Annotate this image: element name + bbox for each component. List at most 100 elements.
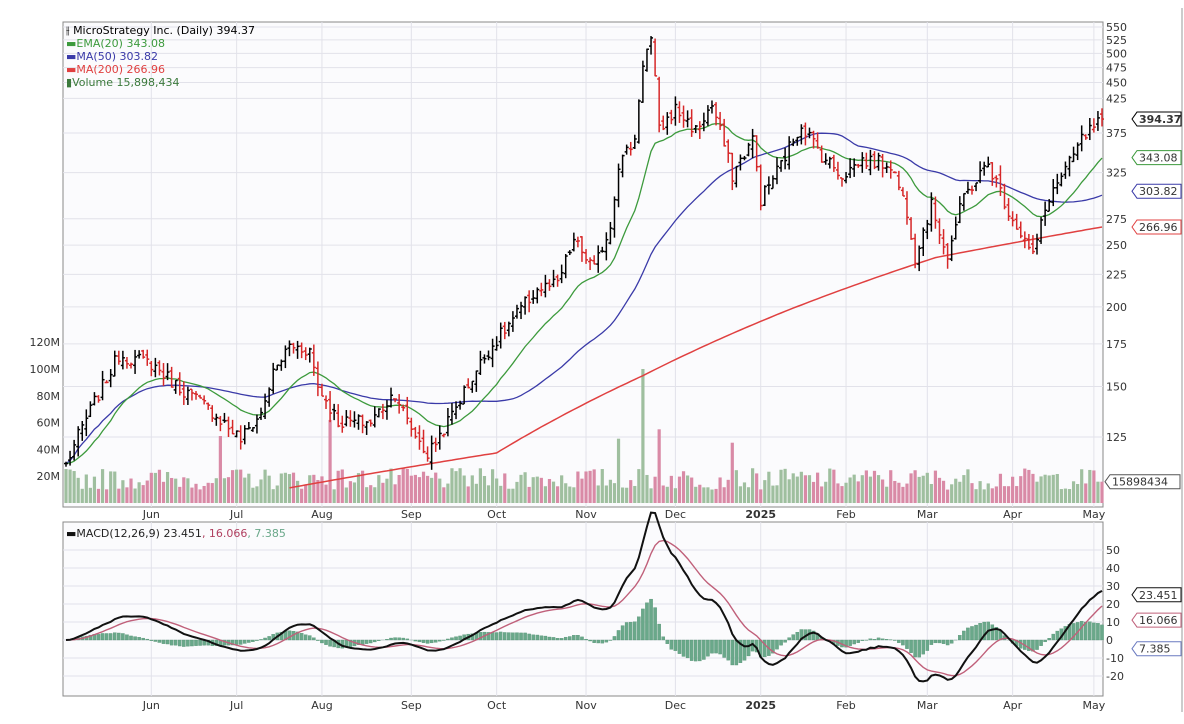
macd-hist-bar — [681, 639, 686, 657]
volume-bar — [966, 469, 970, 503]
macd-hist-bar — [137, 637, 141, 641]
volume-bar — [255, 486, 259, 503]
volume-bar — [287, 474, 292, 503]
macd-hist-bar — [726, 639, 730, 661]
month-label: Sep — [401, 508, 422, 521]
macd-hist-bar — [555, 637, 560, 641]
macd-hist-bar — [783, 639, 787, 643]
volume-bar — [259, 479, 263, 503]
volume-bar — [539, 477, 543, 503]
month-label: Oct — [487, 699, 507, 712]
month-label: Feb — [836, 508, 855, 521]
volume-bar — [365, 487, 369, 503]
volume-bar — [356, 473, 361, 503]
volume-tick-label: 40M — [37, 443, 61, 456]
ohlc-bar — [523, 296, 528, 315]
macd-hist-bar — [925, 639, 930, 651]
ohlc-bar — [949, 235, 954, 262]
volume-bar — [706, 487, 710, 503]
volume-bar — [616, 438, 621, 503]
ohlc-bar — [462, 385, 467, 405]
macd-hist-bar — [1051, 633, 1055, 641]
volume-bar — [661, 485, 665, 503]
ohlc-bar — [860, 152, 865, 173]
macd-hist-bar — [702, 639, 706, 660]
volume-bar — [145, 480, 149, 503]
ohlc-bar — [649, 36, 654, 55]
macd-hist-bar — [990, 624, 995, 641]
ohlc-bar — [433, 437, 438, 452]
ohlc-bar — [319, 383, 324, 397]
macd-hist-bar — [279, 631, 284, 641]
volume-bar — [222, 478, 227, 503]
macd-hist-bar — [173, 639, 178, 646]
macd-hist-bar — [511, 632, 515, 641]
macd-hist-bar — [844, 639, 848, 648]
ohlc-bar — [600, 246, 605, 253]
macd-hist-bar — [397, 637, 401, 641]
macd-hist-bar — [718, 639, 722, 655]
ohlc-bar — [1047, 199, 1052, 213]
ohlc-bar — [774, 157, 779, 185]
volume-bar — [816, 472, 820, 503]
macd-hist-bar — [401, 637, 405, 641]
ohlc-bar — [596, 245, 601, 273]
volume-bar — [1031, 473, 1035, 503]
macd-line — [65, 511, 1103, 683]
ohlc-bar — [368, 419, 373, 427]
macd-hist-bar — [503, 632, 507, 641]
macd-hist-bar — [535, 634, 540, 641]
volume-bar — [531, 477, 535, 503]
macd-hist-bar — [978, 622, 982, 641]
price-tick-label: 450 — [1106, 77, 1127, 90]
ohlc-bar — [852, 158, 857, 177]
price-tick-label: 200 — [1106, 301, 1127, 314]
ohlc-bar — [1022, 231, 1027, 249]
volume-bar — [186, 478, 190, 503]
volume-bar — [885, 486, 889, 503]
ohlc-bar — [628, 141, 633, 156]
volume-bar — [507, 488, 511, 503]
volume-bar — [612, 483, 617, 503]
ohlc-bar — [669, 109, 674, 125]
volume-bar — [235, 469, 239, 503]
volume-bar — [202, 485, 206, 503]
macd-hist-bar — [868, 638, 873, 641]
volume-bar — [1071, 481, 1076, 503]
legend-volume: ▮Volume 15,898,434 — [66, 76, 180, 89]
volume-bar — [832, 469, 836, 503]
ohlc-bar — [161, 363, 166, 386]
ohlc-bar — [640, 60, 645, 103]
ohlc-bar — [758, 164, 763, 211]
ohlc-bar — [1095, 111, 1100, 131]
volume-bar — [84, 474, 88, 503]
volume-bar — [990, 488, 994, 503]
volume-bar — [592, 469, 596, 503]
ohlc-bar — [88, 401, 93, 418]
macd-tick-label: 10 — [1106, 616, 1120, 629]
macd-hist-bar — [259, 639, 263, 641]
ohlc-bar — [762, 185, 767, 207]
macd-hist-bar — [994, 627, 999, 641]
ohlc-bar — [328, 391, 333, 423]
signal-tag-box — [1131, 612, 1182, 628]
volume-bar — [230, 470, 235, 503]
volume-bar — [734, 470, 738, 503]
ohlc-bar — [531, 290, 536, 304]
ohlc-bar — [92, 392, 97, 406]
volume-bar — [625, 487, 629, 503]
ohlc-bar — [1039, 217, 1044, 244]
ma50-tag: 303.82 — [1139, 185, 1178, 198]
macd-hist-bar — [157, 639, 162, 643]
ohlc-bar — [441, 433, 446, 438]
macd-hist-bar — [949, 639, 954, 644]
volume-bar — [503, 473, 507, 503]
volume-bar — [665, 486, 669, 503]
ohlc-bar — [360, 414, 365, 434]
macd-hist-bar — [685, 639, 690, 659]
month-label: Jul — [229, 699, 243, 712]
ohlc-bar — [535, 287, 540, 304]
macd-hist-bar — [113, 632, 117, 641]
ohlc-bar — [124, 357, 129, 369]
ohlc-bar — [141, 349, 146, 359]
